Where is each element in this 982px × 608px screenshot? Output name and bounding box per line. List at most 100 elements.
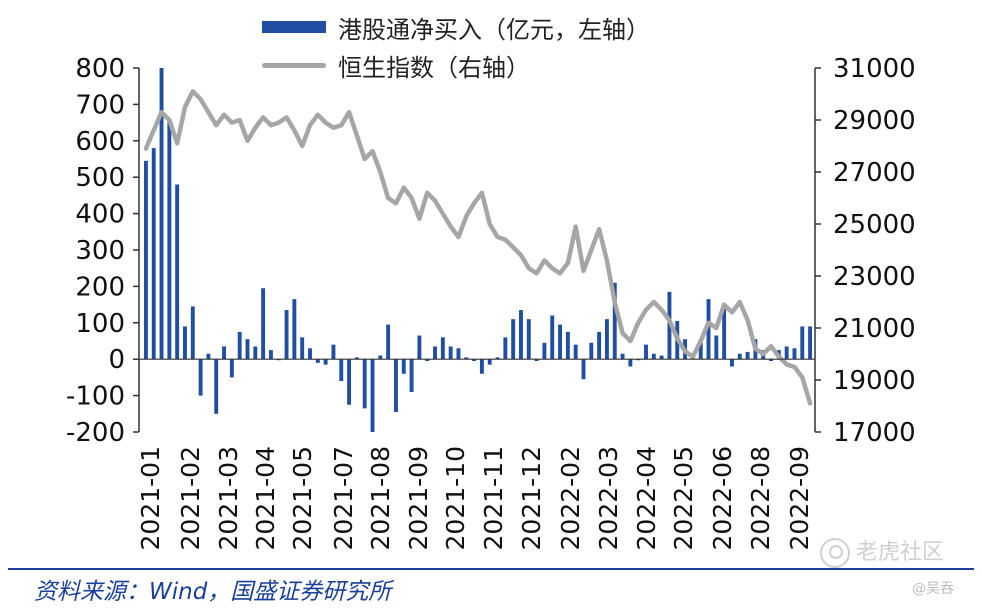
x-tick-label: 2022-02 xyxy=(556,446,585,550)
bar xyxy=(394,359,398,412)
bar xyxy=(597,331,602,360)
watermark: 老虎社区 xyxy=(820,534,944,568)
legend-bar-label: 港股通净买入（亿元，左轴） xyxy=(338,15,650,44)
bar xyxy=(730,359,734,367)
x-tick-label: 2021-10 xyxy=(441,446,470,550)
bar xyxy=(550,315,555,360)
bar xyxy=(268,350,273,360)
bar xyxy=(175,184,180,360)
bar xyxy=(198,359,203,396)
bar xyxy=(706,299,711,360)
x-tick-label: 2022-05 xyxy=(669,446,698,550)
x-tick-label: 2022-03 xyxy=(594,446,623,550)
x-tick-label: 2021-11 xyxy=(479,446,508,550)
bar xyxy=(323,359,328,365)
left-axis-tick-label: 200 xyxy=(75,272,125,302)
x-tick-label: 2021-07 xyxy=(329,446,358,550)
bar xyxy=(339,359,344,382)
bar xyxy=(370,359,375,432)
right-axis-tick-label: 17000 xyxy=(833,418,916,448)
left-axis-tick-label: 300 xyxy=(75,236,125,266)
bar xyxy=(487,359,492,365)
left-axis: 800 700 600 500 400 300 200 100 0 -100 -200 xyxy=(66,54,140,448)
bar xyxy=(589,342,594,360)
bar xyxy=(378,355,383,360)
bar xyxy=(222,346,226,360)
bar xyxy=(245,339,250,360)
left-axis-tick-label: 700 xyxy=(75,90,125,120)
right-axis-tick-label: 19000 xyxy=(833,366,916,396)
bar xyxy=(534,359,539,362)
x-tick-label: 2022-08 xyxy=(746,446,775,550)
right-axis-tick-label: 23000 xyxy=(833,262,916,292)
legend-line-swatch xyxy=(262,62,326,68)
bar xyxy=(253,346,258,360)
bar xyxy=(644,344,648,360)
bar xyxy=(659,355,664,360)
bar xyxy=(542,342,547,360)
left-axis-tick-label: 400 xyxy=(75,200,125,230)
x-tick-label: 2021-05 xyxy=(288,446,317,550)
x-tick-label: 2021-09 xyxy=(404,446,433,550)
x-tick-label: 2022-06 xyxy=(708,446,737,550)
x-tick-label: 2022-04 xyxy=(632,446,661,550)
legend-bar-swatch xyxy=(262,21,326,33)
bar xyxy=(769,359,773,362)
legend-line-label: 恒生指数（右轴） xyxy=(338,53,530,82)
bar xyxy=(143,160,148,360)
bar xyxy=(347,359,352,405)
bar xyxy=(237,331,242,360)
bar xyxy=(479,359,484,374)
bar xyxy=(558,324,562,360)
bar xyxy=(167,118,172,360)
bar xyxy=(745,351,750,360)
tiger-logo-icon xyxy=(820,538,850,568)
bar xyxy=(573,344,578,360)
bar xyxy=(440,337,445,360)
bar xyxy=(354,357,359,360)
bar xyxy=(190,306,195,360)
left-axis-tick-label: 500 xyxy=(75,163,125,193)
bar xyxy=(386,324,391,360)
bar xyxy=(511,319,516,360)
right-axis-tick-label: 27000 xyxy=(833,158,916,188)
right-axis-tick-label: 25000 xyxy=(833,210,916,240)
bar xyxy=(651,353,656,360)
bar xyxy=(808,326,813,360)
bar xyxy=(229,359,234,378)
bar xyxy=(526,319,531,360)
bar xyxy=(308,348,312,360)
left-axis-tick-label: 800 xyxy=(75,54,125,84)
bar xyxy=(792,348,797,360)
legend: 港股通净买入（亿元，左轴） 恒生指数（右轴） xyxy=(262,8,650,84)
bar xyxy=(401,359,406,374)
bar xyxy=(604,319,609,360)
bar xyxy=(628,359,633,367)
bar xyxy=(698,339,703,360)
left-axis-tick-label: 0 xyxy=(108,345,125,375)
bar xyxy=(581,359,586,380)
bar xyxy=(565,331,570,360)
bar xyxy=(331,344,336,360)
source-divider xyxy=(8,568,974,570)
bar xyxy=(206,353,211,360)
right-axis-tick-label: 31000 xyxy=(833,54,916,84)
x-tick-label: 2021-08 xyxy=(366,446,395,550)
x-tick-label: 2021-02 xyxy=(176,446,205,550)
bar xyxy=(456,348,461,360)
bar xyxy=(315,359,320,363)
bar xyxy=(300,337,305,360)
bar xyxy=(417,335,422,360)
bar xyxy=(464,357,469,360)
watermark-text: 老虎社区 xyxy=(856,540,945,565)
bar xyxy=(261,288,266,360)
line-series xyxy=(143,89,813,406)
hsi-line xyxy=(143,89,813,406)
bar xyxy=(784,346,789,360)
bar xyxy=(722,308,727,360)
bar xyxy=(159,68,164,360)
bar xyxy=(448,346,453,360)
bar xyxy=(737,353,742,360)
bar xyxy=(362,359,367,409)
